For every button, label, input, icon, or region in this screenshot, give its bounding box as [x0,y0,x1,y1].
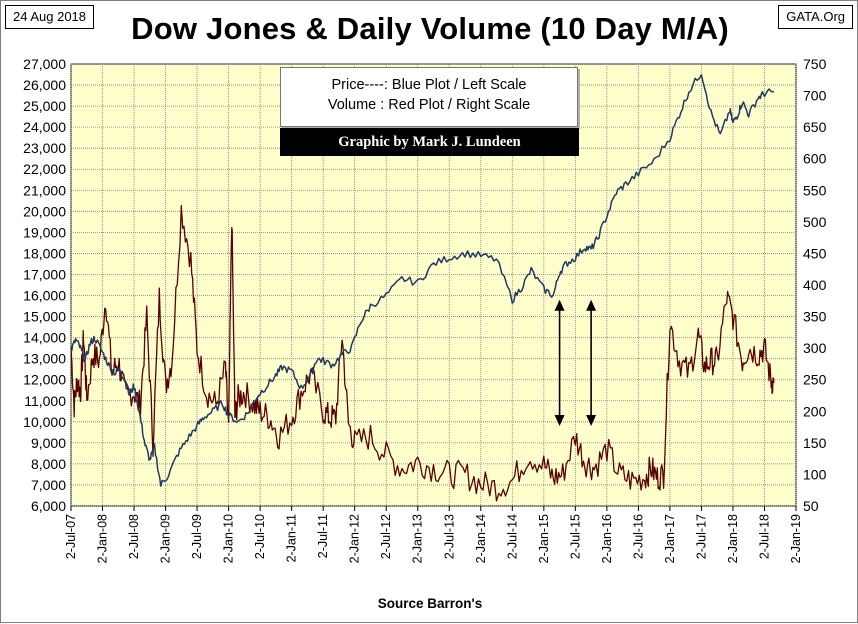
arrow-head-down [554,415,565,427]
x-tick-label: 2-Jul-15 [568,514,582,559]
y-left-tick-label: 12,000 [23,372,66,388]
x-tick-label: 2-Jul-10 [253,514,267,559]
y-right-tick-label: 150 [803,435,827,451]
y-right-tick-label: 300 [803,340,827,356]
y-left-tick-label: 20,000 [23,203,66,219]
x-tick-label: 2-Jul-07 [64,514,78,559]
x-axis-title: Source Barron's [377,596,483,611]
x-tick-label: 2-Jul-17 [694,514,708,559]
y-right-tick-label: 50 [803,498,819,514]
series-group [70,74,775,502]
y-right-tick-label: 750 [803,56,827,72]
y-left-tick-label: 23,000 [23,140,66,156]
legend-price-entry: Price----: Blue Plot / Left Scale [331,77,527,93]
double-arrow-annotation [554,299,565,427]
x-tick-label: 2-Jan-08 [96,514,110,563]
arrow-head-up [554,299,565,311]
y-left-tick-label: 14,000 [23,330,66,346]
y-left-tick-label: 17,000 [23,266,66,282]
legend-box: Price----: Blue Plot / Left Scale Volume… [280,67,578,127]
x-tick-label: 2-Jan-12 [348,514,362,563]
x-tick-label: 2-Jul-13 [442,514,456,559]
y-left-tick-label: 6,000 [31,498,66,514]
x-tick-label: 2-Jan-10 [222,514,236,563]
date-label: 24 Aug 2018 [5,5,95,29]
y-axis-left-labels: 6,000 7,000 8,000 9,000 10,000 11,000 12,000 13… [23,56,66,514]
y-left-tick-label: 24,000 [23,119,66,135]
x-tick-label: 2-Jan-11 [285,514,299,562]
y-right-tick-label: 550 [803,182,827,198]
x-tick-label: 2-Jan-16 [600,514,614,563]
y-left-tick-label: 10,000 [23,414,66,430]
x-axis-labels: 2-Jul-07 2-Jan-08 2-Jul-08 2-Jan-09 2-Jul-09… [64,514,803,563]
y-right-tick-label: 400 [803,277,827,293]
volume-series-line [70,205,775,502]
x-tick-label: 2-Jul-16 [631,514,645,559]
gridlines [70,63,797,511]
x-tick-label: 2-Jul-18 [757,514,771,559]
y-left-tick-label: 7,000 [31,477,66,493]
y-left-tick-label: 13,000 [23,351,66,367]
y-left-tick-label: 11,000 [24,393,66,409]
y-left-tick-label: 26,000 [23,77,66,93]
x-tick-label: 2-Jan-17 [663,514,677,563]
legend-volume-entry: Volume : Red Plot / Right Scale [327,97,531,113]
x-tick-label: 2-Jan-13 [411,514,425,563]
x-tick-label: 2-Jul-12 [379,514,393,559]
y-right-tick-label: 250 [803,372,827,388]
chart-title: Dow Jones & Daily Volume (10 Day M/A) [131,11,729,46]
y-right-tick-label: 350 [803,309,827,325]
annotations [554,299,597,427]
y-axis-right-labels: 50 100 150 200 250 300 350 400 450 500 550 600 650 70… [803,56,827,514]
y-left-tick-label: 8,000 [31,456,66,472]
credit-banner: Graphic by Mark J. Lundeen [280,128,579,156]
double-arrow-annotation [586,299,597,427]
arrow-head-down [586,415,597,427]
x-tick-label: 2-Jan-15 [537,514,551,563]
y-left-tick-label: 18,000 [23,245,66,261]
y-right-tick-label: 600 [803,151,827,167]
y-right-tick-label: 650 [803,119,827,135]
y-left-tick-label: 22,000 [23,161,66,177]
y-right-tick-label: 500 [803,214,827,230]
arrow-head-up [586,299,597,311]
y-right-tick-label: 200 [803,403,827,419]
price-series-line [70,74,775,487]
x-tick-label: 2-Jul-08 [127,514,141,559]
y-left-tick-label: 25,000 [23,98,66,114]
source-label: GATA.Org [778,5,853,29]
x-tick-label: 2-Jul-14 [505,514,519,559]
y-right-tick-label: 700 [803,88,827,104]
y-left-tick-label: 16,000 [23,288,66,304]
x-tick-label: 2-Jan-09 [159,514,173,563]
y-left-tick-label: 19,000 [23,224,66,240]
y-right-tick-label: 100 [803,466,827,482]
y-left-tick-label: 15,000 [23,309,66,325]
y-left-tick-label: 27,000 [23,56,66,72]
x-tick-label: 2-Jan-14 [474,514,488,563]
x-tick-label: 2-Jan-18 [726,514,740,563]
x-tick-label: 2-Jan-19 [789,514,803,563]
y-left-tick-label: 9,000 [31,435,66,451]
x-tick-label: 2-Jul-09 [190,514,204,559]
y-right-tick-label: 450 [803,245,827,261]
y-left-tick-label: 21,000 [23,182,66,198]
x-tick-label: 2-Jul-11 [316,514,330,558]
